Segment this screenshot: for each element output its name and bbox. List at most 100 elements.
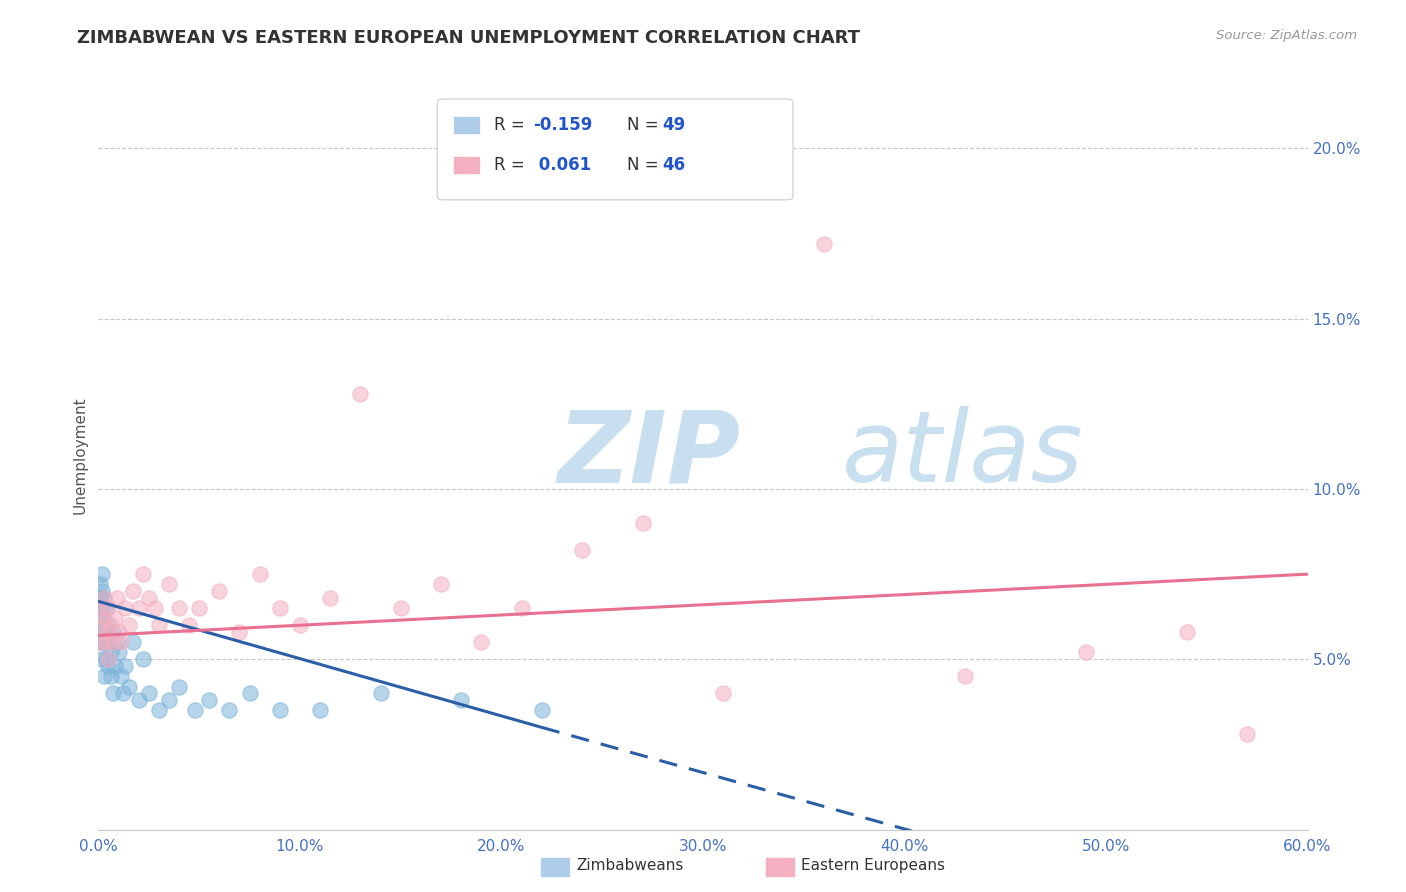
- Point: [128, 601, 150, 615]
- Point: [198, 693, 221, 707]
- Point: [101, 635, 124, 649]
- Point: [208, 584, 231, 599]
- Point: [249, 567, 271, 582]
- Point: [93, 635, 115, 649]
- Point: [89, 591, 111, 605]
- Point: [953, 669, 976, 683]
- Point: [530, 703, 553, 717]
- Point: [107, 645, 129, 659]
- Point: [389, 601, 412, 615]
- Point: [93, 669, 115, 683]
- Point: [188, 601, 211, 615]
- Point: [143, 601, 166, 615]
- Point: [157, 693, 180, 707]
- Point: [114, 659, 136, 673]
- Point: [101, 625, 124, 640]
- Point: [97, 635, 120, 649]
- Point: [93, 618, 115, 632]
- Point: [157, 577, 180, 591]
- Point: [132, 567, 155, 582]
- Point: [91, 625, 114, 640]
- Point: [89, 577, 111, 591]
- Text: R =: R =: [494, 116, 530, 134]
- Point: [1236, 727, 1258, 741]
- Point: [510, 601, 533, 615]
- Text: N =: N =: [627, 116, 664, 134]
- Point: [100, 669, 122, 683]
- Point: [97, 659, 120, 673]
- Text: atlas: atlas: [842, 407, 1084, 503]
- Text: 0.061: 0.061: [533, 156, 591, 174]
- Point: [319, 591, 342, 605]
- Point: [89, 601, 111, 615]
- Point: [1074, 645, 1097, 659]
- Text: Eastern Europeans: Eastern Europeans: [801, 858, 945, 872]
- Point: [96, 635, 118, 649]
- Point: [138, 591, 160, 605]
- Point: [184, 703, 207, 717]
- Point: [91, 652, 114, 666]
- Point: [370, 686, 392, 700]
- Point: [470, 635, 492, 649]
- Point: [121, 584, 143, 599]
- Point: [118, 618, 141, 632]
- Text: Zimbabweans: Zimbabweans: [576, 858, 683, 872]
- Point: [91, 567, 114, 582]
- Point: [132, 652, 155, 666]
- Text: ZIP: ZIP: [558, 407, 741, 503]
- Point: [101, 686, 124, 700]
- Point: [89, 635, 111, 649]
- Point: [450, 693, 472, 707]
- Point: [309, 703, 332, 717]
- Point: [93, 611, 115, 625]
- Point: [711, 686, 734, 700]
- Point: [121, 635, 143, 649]
- Point: [167, 601, 190, 615]
- Point: [1175, 625, 1198, 640]
- Point: [288, 618, 311, 632]
- Point: [97, 652, 120, 666]
- Text: R =: R =: [494, 156, 530, 174]
- Point: [269, 601, 291, 615]
- Point: [91, 618, 114, 632]
- Point: [96, 625, 118, 640]
- Point: [93, 611, 115, 625]
- Point: [269, 703, 291, 717]
- Point: [631, 516, 654, 530]
- Point: [813, 236, 835, 251]
- Point: [103, 659, 125, 673]
- Text: N =: N =: [627, 156, 664, 174]
- Point: [103, 611, 125, 625]
- Text: ZIMBABWEAN VS EASTERN EUROPEAN UNEMPLOYMENT CORRELATION CHART: ZIMBABWEAN VS EASTERN EUROPEAN UNEMPLOYM…: [77, 29, 860, 47]
- Point: [96, 652, 118, 666]
- Point: [349, 386, 371, 401]
- Point: [97, 601, 120, 615]
- Point: [571, 543, 593, 558]
- Point: [89, 618, 111, 632]
- Point: [167, 680, 190, 694]
- Point: [218, 703, 240, 717]
- Point: [118, 680, 141, 694]
- Point: [128, 693, 150, 707]
- Text: -0.159: -0.159: [533, 116, 592, 134]
- Point: [110, 635, 132, 649]
- Point: [97, 618, 120, 632]
- Point: [91, 601, 114, 615]
- Point: [91, 584, 114, 599]
- Point: [430, 577, 453, 591]
- Point: [148, 703, 170, 717]
- Text: Source: ZipAtlas.com: Source: ZipAtlas.com: [1216, 29, 1357, 43]
- Point: [91, 635, 114, 649]
- Point: [107, 625, 129, 640]
- Point: [105, 635, 128, 649]
- Point: [228, 625, 250, 640]
- Point: [138, 686, 160, 700]
- Point: [91, 635, 114, 649]
- Point: [96, 625, 118, 640]
- Point: [179, 618, 201, 632]
- Point: [89, 601, 111, 615]
- Point: [239, 686, 262, 700]
- Point: [93, 591, 115, 605]
- Point: [114, 601, 136, 615]
- Point: [105, 591, 128, 605]
